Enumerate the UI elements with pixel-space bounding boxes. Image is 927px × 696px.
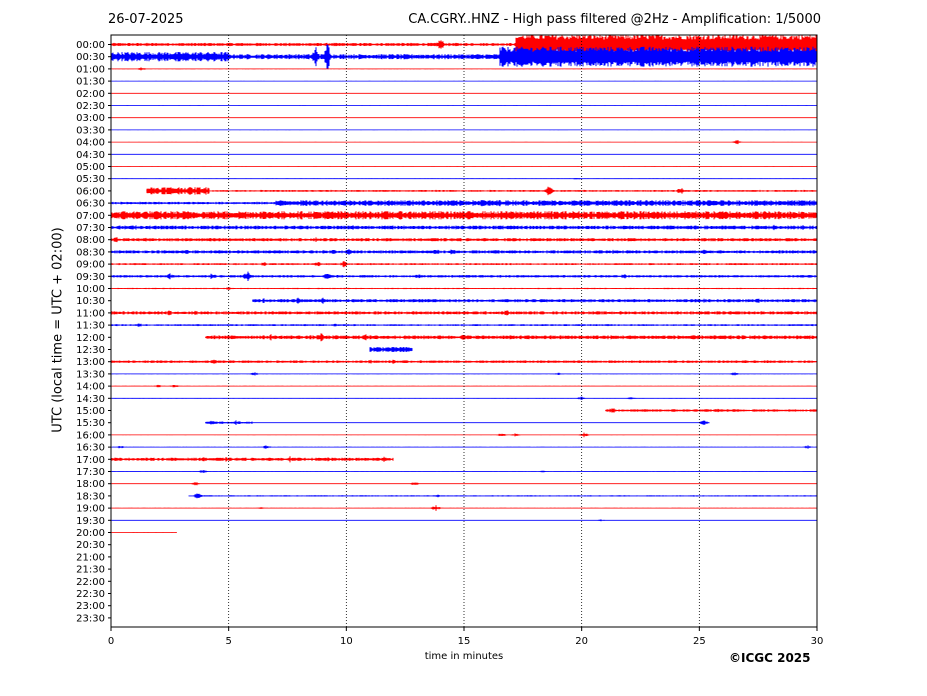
y-tick-label: 12:00: [76, 333, 105, 344]
copyright-credit: ©ICGC 2025: [729, 651, 811, 665]
x-tick-layer: 0 5 10 15 20 25 30: [108, 627, 824, 647]
y-tick-label: 23:30: [76, 613, 105, 624]
x-tick-label: 25: [693, 636, 706, 647]
trace-signal: [110, 456, 394, 463]
y-tick-label: 09:00: [76, 260, 105, 271]
trace-row-1130: [110, 323, 818, 327]
trace-row-1530: [205, 420, 710, 425]
trace-signal: [110, 519, 818, 522]
y-tick-label: 23:00: [76, 601, 105, 612]
y-tick-label: 13:00: [76, 357, 105, 368]
x-axis-label: time in minutes: [424, 651, 504, 662]
y-tick-label: 06:00: [76, 186, 105, 197]
plot-frame: [110, 34, 818, 628]
trace-signal: [205, 420, 710, 425]
y-tick-label: 17:30: [76, 467, 105, 478]
trace-row-1930: [110, 519, 818, 522]
y-tick-label: 03:00: [76, 113, 105, 124]
y-tick-label: 09:30: [76, 272, 105, 283]
trace-row-0930: [110, 271, 818, 281]
y-tick-label: 01:00: [76, 64, 105, 75]
trace-signal: [252, 297, 818, 304]
trace-signal: [110, 445, 818, 449]
y-tick-label: 03:30: [76, 125, 105, 136]
y-tick-label: 15:00: [76, 406, 105, 417]
trace-signal: [205, 333, 818, 342]
y-tick-label: 12:30: [76, 345, 105, 356]
trace-signal: [605, 408, 818, 413]
chart-title: CA.CGRY..HNZ - High pass filtered @2Hz -…: [408, 12, 821, 27]
y-tick-label: 10:30: [76, 296, 105, 307]
y-tick-label: 01:30: [76, 77, 105, 88]
trace-signal: [110, 271, 818, 281]
y-tick-label: 10:00: [76, 284, 105, 295]
trace-signal: [369, 347, 413, 352]
trace-row-1500: [605, 408, 818, 413]
y-tick-label: 06:30: [76, 199, 105, 210]
y-tick-label: 08:00: [76, 235, 105, 246]
trace-row-1200: [205, 333, 818, 342]
trace-row-0600: [146, 186, 818, 196]
y-tick-label: 08:30: [76, 247, 105, 258]
y-tick-label: 14:00: [76, 382, 105, 393]
y-tick-label: 22:30: [76, 589, 105, 600]
y-tick-label: 02:30: [76, 101, 105, 112]
trace-signal: [188, 493, 818, 499]
y-tick-label: 20:30: [76, 540, 105, 551]
trace-row-1100: [110, 310, 818, 316]
y-tick-label: 00:00: [76, 40, 105, 51]
trace-row-1330: [110, 372, 818, 376]
x-tick-label: 5: [225, 636, 231, 647]
x-tick-label: 30: [811, 636, 824, 647]
y-tick-label: 13:30: [76, 369, 105, 380]
trace-signal: [110, 372, 818, 376]
y-tick-label: 15:30: [76, 418, 105, 429]
y-tick-label: 04:00: [76, 138, 105, 149]
y-tick-label: 07:00: [76, 211, 105, 222]
trace-row-1730: [110, 470, 818, 473]
y-tick-label: 19:00: [76, 504, 105, 515]
y-tick-label: 22:00: [76, 577, 105, 588]
chart-date: 26-07-2025: [108, 12, 184, 27]
x-tick-label: 15: [458, 636, 471, 647]
y-tick-label: 18:00: [76, 479, 105, 490]
y-tick-label: 19:30: [76, 516, 105, 527]
y-tick-label: 17:00: [76, 455, 105, 466]
y-tick-label: 11:00: [76, 308, 105, 319]
y-tick-label: 07:30: [76, 223, 105, 234]
y-tick-label: 00:30: [76, 52, 105, 63]
trace-signal: [146, 186, 818, 196]
x-tick-label: 10: [340, 636, 353, 647]
y-tick-label: 18:30: [76, 491, 105, 502]
trace-row-1800: [110, 482, 818, 486]
y-tick-label: 16:00: [76, 430, 105, 441]
y-tick-label: 14:30: [76, 394, 105, 405]
trace-row-1630: [110, 445, 818, 449]
y-tick-label: 05:00: [76, 162, 105, 173]
y-tick-label: 04:30: [76, 150, 105, 161]
x-tick-label: 20: [575, 636, 588, 647]
grid-layer: [228, 35, 700, 627]
y-tick-label: 20:00: [76, 528, 105, 539]
trace-signal: [110, 359, 818, 364]
trace-row-1700: [110, 456, 394, 463]
trace-row-1230: [369, 347, 413, 352]
trace-row-1830: [188, 493, 818, 499]
y-tick-label: 02:00: [76, 89, 105, 100]
y-tick-label: 21:30: [76, 565, 105, 576]
y-tick-label: 16:30: [76, 443, 105, 454]
x-tick-label: 0: [108, 636, 114, 647]
trace-row-1030: [252, 297, 818, 304]
trace-row-1300: [110, 359, 818, 364]
trace-row-0400: [110, 140, 818, 145]
trace-layer: [110, 34, 818, 533]
y-tick-label: 11:30: [76, 321, 105, 332]
y-tick-label: 21:00: [76, 552, 105, 563]
trace-row-1000: [110, 287, 818, 290]
y-tick-label: 05:30: [76, 174, 105, 185]
